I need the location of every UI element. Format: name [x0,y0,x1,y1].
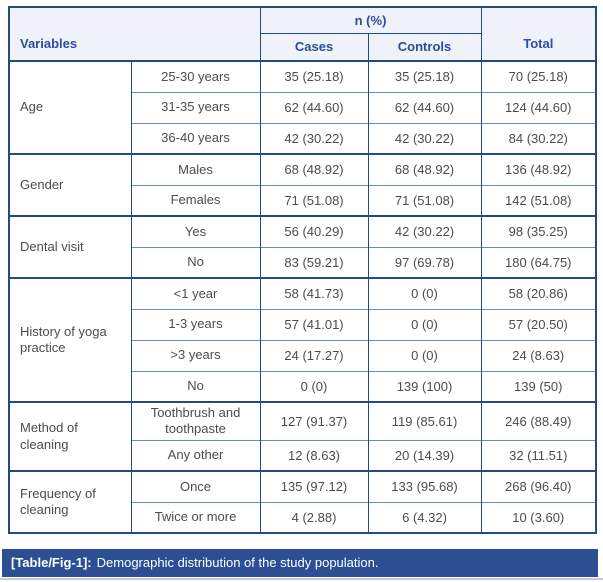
category-cell: 25-30 years [130,60,261,92]
column-header-controls: Controls [367,33,482,61]
cases-cell: 62 (44.60) [259,91,369,123]
variable-cell: Age [9,60,131,154]
total-cell: 58 (20.86) [480,277,597,309]
variable-cell: History of yoga practice [9,277,131,402]
total-cell: 32 (11.51) [480,439,597,471]
controls-cell: 97 (69.78) [367,246,482,278]
category-cell: Yes [130,215,261,247]
controls-cell: 20 (14.39) [367,439,482,471]
total-cell: 246 (88.49) [480,401,597,440]
table-row: Dental visit Yes 56 (40.29) 42 (30.22) 98 (3… [9,215,597,278]
category-cell: Females [130,184,261,216]
controls-cell: 68 (48.92) [367,153,482,185]
column-header-variables: Variables [9,7,261,61]
variable-cell: Frequency of cleaning [9,470,131,533]
table-row: Any other 12 (8.63) 20 (14.39) 32 (11.51) [9,439,597,471]
table-row: Females 71 (51.08) 71 (51.08) 142 (51.08) [9,184,597,216]
controls-cell: 0 (0) [367,339,482,371]
total-cell: 84 (30.22) [480,122,597,154]
controls-cell: 42 (30.22) [367,215,482,247]
controls-cell: 119 (85.61) [367,401,482,440]
controls-cell: 35 (25.18) [367,60,482,92]
table-row: History of yoga practice <1 year 58 (41.73… [9,277,597,402]
cases-cell: 83 (59.21) [259,246,369,278]
cases-cell: 68 (48.92) [259,153,369,185]
bottom-divider [0,578,603,580]
table-caption: [Table/Fig-1]: Demographic distribution o… [2,549,598,577]
category-cell: Any other [130,439,261,471]
category-cell: <1 year [130,277,261,309]
variable-cell: Gender [9,153,131,216]
total-cell: 57 (20.50) [480,308,597,340]
total-cell: 98 (35.25) [480,215,597,247]
category-cell: Once [130,470,261,502]
controls-cell: 139 (100) [367,370,482,402]
table-caption-tag: [Table/Fig-1]: [11,555,92,570]
controls-cell: 0 (0) [367,308,482,340]
cases-cell: 127 (91.37) [259,401,369,440]
total-cell: 24 (8.63) [480,339,597,371]
category-cell: >3 years [130,339,261,371]
table-row: No 0 (0) 139 (100) 139 (50) [9,370,597,402]
category-cell: Twice or more [130,501,261,533]
column-header-cases: Cases [259,33,369,61]
category-cell: No [130,246,261,278]
cases-cell: 42 (30.22) [259,122,369,154]
header-row-sub: Cases Controls [9,33,596,61]
cases-cell: 35 (25.18) [259,60,369,92]
table-header: Variables n (%) Total Cases Controls [9,7,597,61]
cases-cell: 4 (2.88) [259,501,369,533]
table-row: Method of cleaning Toothbrush and toothpa… [9,401,597,471]
cases-cell: 58 (41.73) [259,277,369,309]
table-row: >3 years 24 (17.27) 0 (0) 24 (8.63) [9,339,597,371]
table-body: Age 25-30 years 35 (25.18) 35 (25.18) 70 (25… [9,60,597,533]
controls-cell: 0 (0) [367,277,482,309]
controls-cell: 6 (4.32) [367,501,482,533]
demographics-table: Variables n (%) Total Cases Controls Age… [8,6,598,534]
cases-cell: 135 (97.12) [259,470,369,502]
category-cell: No [130,370,261,402]
cases-cell: 12 (8.63) [259,439,369,471]
table-row: Gender Males 68 (48.92) 68 (48.92) 136 (48.9… [9,153,597,216]
total-cell: 142 (51.08) [480,184,597,216]
category-cell: Males [130,153,261,185]
table-row: Age 25-30 years 35 (25.18) 35 (25.18) 70 (25… [9,60,597,154]
total-cell: 10 (3.60) [480,501,597,533]
table-row: 1-3 years 57 (41.01) 0 (0) 57 (20.50) [9,308,597,340]
total-cell: 136 (48.92) [480,153,597,185]
table-caption-text: Demographic distribution of the study po… [96,555,379,570]
category-cell: Toothbrush and toothpaste [130,401,261,440]
table-row: Frequency of cleaning Once 135 (97.12) 133 … [9,470,597,533]
total-cell: 268 (96.40) [480,470,597,502]
controls-cell: 42 (30.22) [367,122,482,154]
table-row: Twice or more 4 (2.88) 6 (4.32) 10 (3.60) [9,501,597,533]
category-cell: 1-3 years [130,308,261,340]
category-cell: 36-40 years [130,122,261,154]
variable-cell: Method of cleaning [9,401,131,471]
cases-cell: 0 (0) [259,370,369,402]
table-row: 36-40 years 42 (30.22) 42 (30.22) 84 (30.22… [9,122,597,154]
controls-cell: 133 (95.68) [367,470,482,502]
table-row: 31-35 years 62 (44.60) 62 (44.60) 124 (44.6… [9,91,597,123]
total-cell: 180 (64.75) [480,246,597,278]
header-row-top: Variables n (%) Total [9,7,597,61]
table-row: No 83 (59.21) 97 (69.78) 180 (64.75) [9,246,597,278]
total-cell: 124 (44.60) [480,91,597,123]
cases-cell: 57 (41.01) [259,308,369,340]
category-cell: 31-35 years [130,91,261,123]
variable-cell: Dental visit [9,215,131,278]
total-cell: 70 (25.18) [480,60,597,92]
controls-cell: 71 (51.08) [367,184,482,216]
cases-cell: 56 (40.29) [259,215,369,247]
column-header-total: Total [480,7,597,61]
cases-cell: 24 (17.27) [259,339,369,371]
column-header-n-pct: n (%) [259,7,482,34]
cases-cell: 71 (51.08) [259,184,369,216]
total-cell: 139 (50) [480,370,597,402]
controls-cell: 62 (44.60) [367,91,482,123]
